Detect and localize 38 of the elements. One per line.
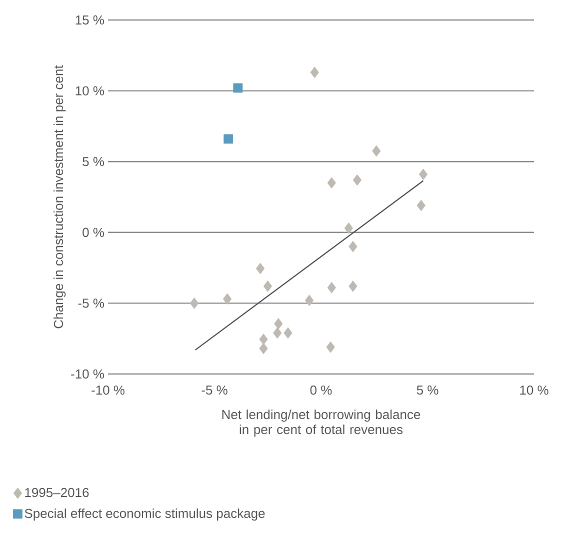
point <box>310 66 319 78</box>
x-tick-label: 5 % <box>416 386 438 395</box>
x-tick-label: -10 % <box>92 386 124 395</box>
x-tick-label: 0 % <box>310 386 332 395</box>
x-tick-label: -5 % <box>202 386 228 395</box>
y-axis-title: Change in construction investment in per cent <box>54 65 66 328</box>
point <box>222 293 232 305</box>
point <box>372 145 381 157</box>
point <box>233 83 243 93</box>
point <box>263 280 272 292</box>
point <box>327 282 336 294</box>
legend-label: 1995–2016 <box>25 488 89 498</box>
point <box>344 222 354 234</box>
y-tick-label: 15 % <box>76 15 104 25</box>
point <box>224 134 234 144</box>
point <box>418 168 428 180</box>
point <box>352 174 362 186</box>
y-tick-label: 5 % <box>82 157 104 166</box>
point <box>326 341 335 353</box>
point <box>190 298 199 309</box>
point <box>348 280 358 292</box>
point <box>259 334 268 346</box>
point <box>327 177 336 189</box>
y-tick-label: -10 % <box>71 369 104 379</box>
point <box>273 327 282 339</box>
x-axis-title: Net lending/net borrowing balance in per cent of total revenues <box>222 410 420 437</box>
legend-label: Special effect economic stimulus package <box>24 508 265 521</box>
point <box>416 200 426 212</box>
point <box>304 294 314 306</box>
point <box>274 318 283 330</box>
y-tick-label: -5 % <box>78 298 104 308</box>
point <box>348 240 358 252</box>
y-tick-label: 10 % <box>76 86 104 96</box>
point <box>259 342 268 354</box>
point <box>284 327 292 339</box>
x-tick-label: 10 % <box>520 386 548 395</box>
y-tick-label: 0 % <box>82 228 104 237</box>
point <box>256 262 265 274</box>
